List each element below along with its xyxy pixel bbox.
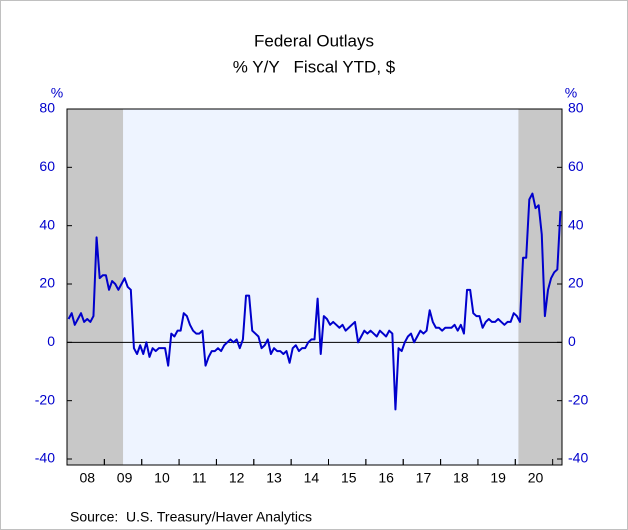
x-tick-label: 15 — [341, 470, 357, 486]
y2-tick-label: 60 — [568, 158, 584, 174]
y-tick-label: -40 — [35, 450, 55, 466]
y-tick-label: 0 — [47, 333, 55, 349]
source-note: Source: U.S. Treasury/Haver Analytics — [70, 509, 312, 525]
x-tick-label: 09 — [117, 470, 133, 486]
recession-band — [518, 109, 562, 465]
plot-border — [66, 108, 563, 466]
data-line — [67, 192, 562, 411]
x-tick-label: 16 — [378, 470, 394, 486]
chart-title: Federal Outlays — [254, 31, 374, 50]
x-tick-label: 12 — [229, 470, 245, 486]
y-tick-label: -20 — [35, 391, 55, 407]
y-tick-label: 80 — [39, 100, 55, 116]
y2-tick-label: 80 — [568, 100, 584, 116]
y-tick-label: 20 — [39, 275, 55, 291]
y-unit: % — [51, 85, 63, 101]
x-tick-label: 20 — [528, 470, 544, 486]
y2-tick-label: 0 — [568, 333, 576, 349]
y2-tick-label: 40 — [568, 216, 584, 232]
chart-subtitle: % Y/Y Fiscal YTD, $ — [233, 57, 396, 76]
x-tick-label: 17 — [416, 470, 432, 486]
x-tick-label: 11 — [192, 470, 207, 486]
x-tick-label: 14 — [304, 470, 320, 486]
y2-unit: % — [565, 85, 577, 101]
plot-area — [67, 109, 562, 465]
y2-tick-label: 20 — [568, 275, 584, 291]
y-tick-label: 60 — [39, 158, 55, 174]
x-tick-label: 10 — [154, 470, 170, 486]
y2-tick-label: -40 — [568, 450, 588, 466]
x-tick-label: 19 — [490, 470, 506, 486]
y2-tick-label: -20 — [568, 391, 588, 407]
x-tick-label: 13 — [266, 470, 282, 486]
x-tick-label: 18 — [453, 470, 469, 486]
x-tick-label: 08 — [79, 470, 95, 486]
y-tick-label: 40 — [39, 216, 55, 232]
